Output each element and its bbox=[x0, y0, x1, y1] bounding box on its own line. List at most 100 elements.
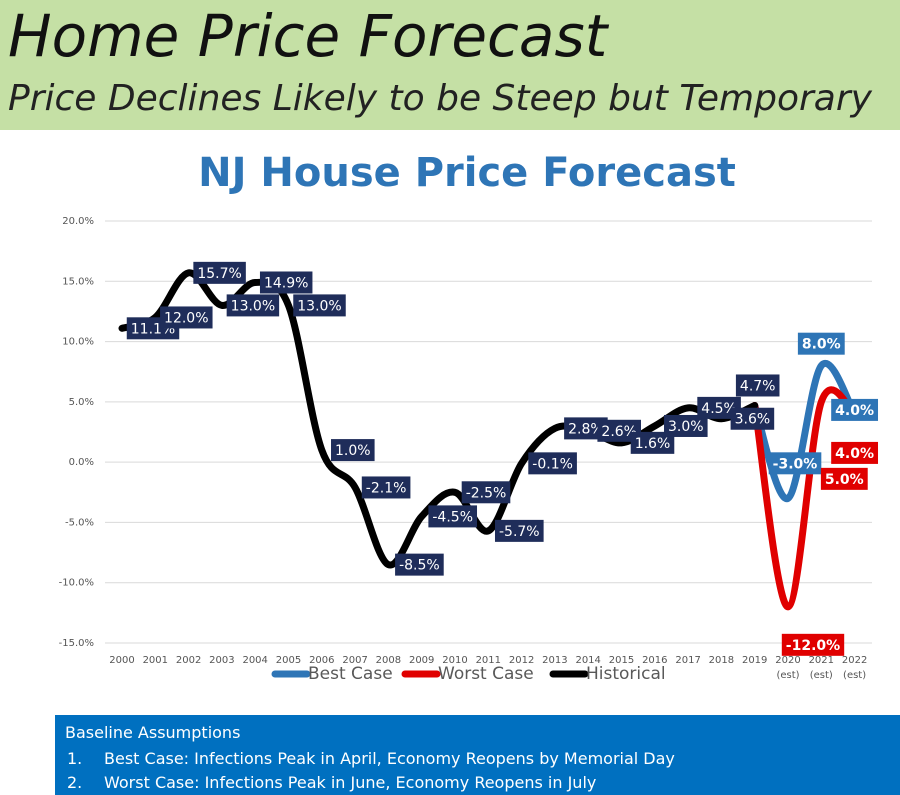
data-label: 4.5% bbox=[697, 396, 741, 419]
x-tick-label: 2016 bbox=[642, 655, 668, 666]
y-tick-label: 15.0% bbox=[62, 276, 94, 287]
y-tick-label: 10.0% bbox=[62, 337, 94, 348]
data-label-box bbox=[428, 505, 478, 528]
chart-title: NJ House Price Forecast bbox=[198, 150, 736, 196]
legend-label: Best Case bbox=[308, 664, 393, 684]
header: Home Price Forecast Price Declines Likel… bbox=[0, 0, 900, 130]
y-tick-label: -10.0% bbox=[59, 578, 94, 589]
data-label-text: -2.5% bbox=[466, 485, 507, 501]
data-label-box bbox=[630, 431, 675, 454]
data-label-text: -0.1% bbox=[532, 456, 573, 472]
data-label-text: 2.8% bbox=[568, 421, 604, 437]
x-tick-label: 2000 bbox=[109, 655, 135, 666]
x-tick-label: 2003 bbox=[209, 655, 235, 666]
data-label-box bbox=[331, 439, 375, 462]
data-label: 4.0% bbox=[831, 441, 879, 464]
x-tick-label: 2020 (est) bbox=[775, 655, 801, 681]
data-label: -2.1% bbox=[361, 476, 411, 499]
x-tick-label: 2018 bbox=[708, 655, 735, 666]
data-label: 14.9% bbox=[259, 271, 313, 294]
x-tick-label: 2014 bbox=[575, 655, 601, 666]
x-tick-label: 2022 (est) bbox=[841, 655, 868, 681]
data-label-text: -4.5% bbox=[432, 509, 473, 525]
y-tick-label: 5.0% bbox=[69, 397, 94, 408]
x-tick-label: 2001 bbox=[142, 655, 169, 666]
data-label-text: 3.0% bbox=[668, 419, 704, 435]
x-tick-label: 2007 bbox=[342, 655, 368, 666]
y-tick-label: 20.0% bbox=[62, 216, 94, 227]
data-label-text: 13.0% bbox=[297, 298, 341, 314]
data-label: 2.8% bbox=[564, 417, 608, 440]
x-tick-label: 2015 bbox=[608, 655, 635, 666]
data-label-box bbox=[193, 261, 246, 284]
data-label-box bbox=[160, 306, 213, 329]
data-label: -4.5% bbox=[428, 505, 478, 528]
data-label-text: -3.0% bbox=[773, 456, 818, 472]
legend-label: Worst Case bbox=[438, 664, 534, 684]
data-label: -0.1% bbox=[528, 452, 577, 475]
data-label: 12.0% bbox=[160, 306, 213, 329]
data-label: 2.6% bbox=[597, 419, 641, 442]
y-tick-label: -5.0% bbox=[65, 517, 94, 528]
data-label-text: 4.7% bbox=[740, 378, 776, 394]
data-label-text: -5.7% bbox=[499, 524, 540, 540]
data-label-text: 3.6% bbox=[735, 412, 771, 428]
data-label-box bbox=[797, 332, 845, 355]
x-tick-label: 2002 bbox=[175, 655, 202, 666]
data-label-box bbox=[597, 419, 641, 442]
data-label-box bbox=[361, 476, 411, 499]
data-label-text: -12.0% bbox=[786, 638, 840, 654]
data-label-text: 1.0% bbox=[335, 443, 371, 459]
data-label: 15.7% bbox=[193, 261, 246, 284]
data-label: -5.7% bbox=[494, 519, 544, 542]
data-label-box bbox=[664, 414, 708, 437]
assumptions: Baseline Assumptions 1. Best Case: Infect… bbox=[55, 715, 900, 795]
data-label-box bbox=[259, 271, 313, 294]
data-label: 4.7% bbox=[735, 374, 780, 397]
data-label-text: 13.0% bbox=[231, 298, 275, 314]
assumption-text: Worst Case: Infections Peak in June, Eco… bbox=[104, 773, 597, 792]
data-label-box bbox=[831, 398, 879, 421]
data-label-box bbox=[730, 407, 775, 430]
x-tick-label: 2010 bbox=[442, 655, 468, 666]
x-tick-label: 2006 bbox=[309, 655, 335, 666]
assumption-number: 1. bbox=[67, 749, 83, 768]
y-tick-label: 0.0% bbox=[69, 457, 94, 468]
chart: NJ House Price Forecast -15.0% -10.0% -5.0… bbox=[59, 150, 879, 684]
x-tick-label: 2009 bbox=[408, 655, 435, 666]
x-tick-label: 2011 bbox=[475, 655, 502, 666]
assumption-text: Best Case: Infections Peak in April, Eco… bbox=[104, 749, 675, 768]
data-label-box bbox=[293, 294, 346, 317]
data-label: 4.0% bbox=[831, 398, 879, 421]
x-tick-label: 2013 bbox=[542, 655, 568, 666]
data-label: -8.5% bbox=[395, 553, 444, 576]
data-label-text: 4.5% bbox=[701, 401, 737, 417]
data-label-text: 2.6% bbox=[601, 424, 637, 440]
data-label-text: 15.7% bbox=[197, 266, 241, 282]
data-label: 1.6% bbox=[630, 431, 675, 454]
data-label-box bbox=[494, 519, 544, 542]
data-label-box bbox=[781, 633, 845, 656]
data-label-text: 14.9% bbox=[264, 275, 308, 291]
data-label-text: 4.0% bbox=[835, 446, 874, 462]
data-label-box bbox=[395, 553, 444, 576]
data-label-text: -8.5% bbox=[399, 558, 440, 574]
data-label: 1.0% bbox=[331, 439, 375, 462]
assumption-number: 2. bbox=[67, 773, 83, 792]
x-tick-label: 2008 bbox=[375, 655, 402, 666]
data-label: 8.0% bbox=[797, 332, 845, 355]
data-label-box bbox=[735, 374, 780, 397]
x-tick-label: 2021 (est) bbox=[808, 655, 835, 681]
y-tick-label: -15.0% bbox=[59, 638, 94, 649]
data-label-text: -2.1% bbox=[366, 480, 407, 496]
data-label: 3.0% bbox=[664, 414, 708, 437]
data-label-box bbox=[564, 417, 608, 440]
data-label: -3.0% bbox=[768, 452, 822, 475]
data-label-text: 12.0% bbox=[164, 310, 208, 326]
data-label-text: 8.0% bbox=[802, 337, 841, 353]
data-label: 5.0% bbox=[820, 467, 868, 490]
data-label: 13.0% bbox=[226, 294, 280, 317]
data-label-box bbox=[831, 441, 879, 464]
data-label-box bbox=[528, 452, 577, 475]
